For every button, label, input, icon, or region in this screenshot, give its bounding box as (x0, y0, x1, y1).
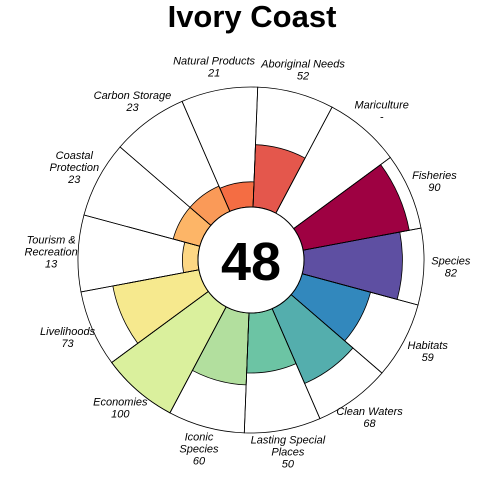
petal-label: Species 82 (431, 256, 471, 280)
petal-label: Economies 100 (93, 396, 148, 420)
chart-title: Ivory Coast (168, 0, 337, 34)
petal-label: Habitats 59 (408, 340, 449, 364)
petal-label: Lasting Special Places 50 (251, 435, 326, 471)
petal-label: Natural Products 21 (173, 55, 255, 79)
petal-label: Aboriginal Needs 52 (260, 59, 345, 83)
petal-label: Iconic Species 60 (179, 431, 219, 467)
petal-label: Clean Waters 68 (336, 406, 403, 430)
center-score: 48 (221, 232, 281, 292)
petal-label: Fisheries 90 (412, 170, 457, 194)
petal-label: Tourism & Recreation 13 (25, 234, 78, 270)
petal-label: Coastal Protection 23 (50, 150, 100, 186)
petal-bar (252, 144, 306, 214)
petal-bar (182, 241, 201, 274)
center-circle (197, 206, 305, 314)
petal-label: Carbon Storage 23 (94, 90, 172, 114)
petal-label: Mariculture - (354, 100, 408, 124)
petal-label: Livelihoods 73 (40, 326, 96, 350)
